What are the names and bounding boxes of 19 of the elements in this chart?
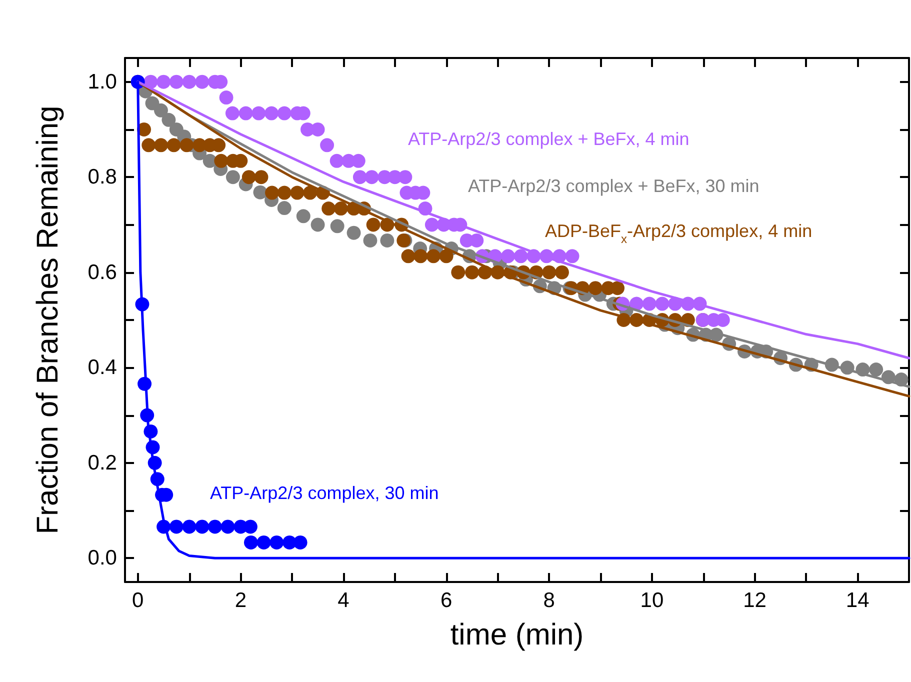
y-tick-label: 0.2 — [88, 451, 117, 474]
y-axis-title: Fraction of Branches Remaining — [32, 106, 64, 534]
x-axis-title: time (min) — [450, 618, 584, 652]
x-tick-label: 6 — [440, 589, 452, 612]
text: ATP-Arp2/3 complex + BeFx, 30 min — [468, 176, 760, 196]
series-label: ATP-Arp2/3 complex, 30 min — [210, 483, 439, 503]
x-tick-label: 12 — [743, 589, 766, 612]
y-tick-label: 1.0 — [88, 70, 117, 94]
y-tick-label: 0.0 — [88, 546, 117, 570]
x-tick-label: 14 — [846, 589, 870, 612]
y-tick-label: 0.8 — [88, 166, 117, 189]
x-tick-label: 0 — [132, 589, 144, 612]
x-tick-label: 10 — [640, 589, 664, 612]
x-tick-label: 4 — [338, 589, 350, 612]
y-tick-label: 0.6 — [88, 260, 117, 284]
x-tick-label: 2 — [234, 589, 247, 612]
series-label: ATP-Arp2/3 complex + BeFx, 4 min — [408, 129, 690, 149]
y-tick-label: 0.4 — [88, 356, 118, 380]
x-tick-label: 8 — [543, 589, 555, 612]
